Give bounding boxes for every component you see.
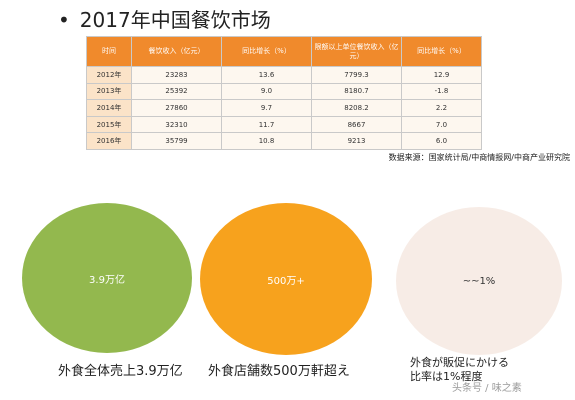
table-cell: 13.6 bbox=[221, 66, 312, 84]
table-cell: 2014年 bbox=[86, 99, 132, 117]
table-cell: 32310 bbox=[131, 115, 222, 134]
table-cell: 9.7 bbox=[221, 99, 312, 117]
table-cell: 8208.2 bbox=[311, 99, 402, 117]
table-header-row: 时间 餐饮收入（亿元） 同比增长（%） 限额以上单位餐饮收入（亿元） 同比增长（… bbox=[86, 36, 482, 67]
watermark-text: 头条号 / 味之素 bbox=[452, 383, 522, 394]
table-cell: 23283 bbox=[131, 66, 222, 84]
store-count-circle: 500万+ bbox=[200, 203, 372, 355]
store-count-caption: 外食店舗数500万軒超え bbox=[208, 364, 350, 379]
table-cell: 7.0 bbox=[401, 115, 482, 134]
promotion-caption-line1: 外食が販促にかける bbox=[410, 356, 509, 369]
promotion-caption-line2: 比率は1%程度 bbox=[410, 370, 483, 383]
table-cell: 12.9 bbox=[401, 66, 482, 84]
data-source-note: 数据来源：国家统计局/中商情报网/中商产业研究院 bbox=[388, 153, 570, 162]
table-header-cell: 同比增长（%） bbox=[221, 36, 312, 67]
table-cell: 27860 bbox=[131, 99, 222, 117]
table-cell: -1.8 bbox=[401, 82, 482, 101]
promotion-ratio-circle: ~~1% bbox=[396, 207, 562, 355]
promotion-ratio-label: ~~1% bbox=[462, 275, 496, 287]
table-row: 2015年 32310 11.7 8667 7.0 bbox=[86, 115, 482, 134]
table-cell: 11.7 bbox=[221, 115, 312, 134]
table-row: 2013年 25392 9.0 8180.7 -1.8 bbox=[86, 82, 482, 101]
store-count-label: 500万+ bbox=[267, 275, 305, 287]
title-bullet: • bbox=[58, 8, 70, 32]
table-cell: 9213 bbox=[311, 132, 402, 150]
table-row: 2016年 35799 10.8 9213 6.0 bbox=[86, 132, 482, 150]
table-cell: 8667 bbox=[311, 115, 402, 134]
table-cell: 10.8 bbox=[221, 132, 312, 150]
table-cell: 6.0 bbox=[401, 132, 482, 150]
table-cell: 2.2 bbox=[401, 99, 482, 117]
table-row: 2014年 27860 9.7 8208.2 2.2 bbox=[86, 99, 482, 117]
restaurant-revenue-table: 时间 餐饮收入（亿元） 同比增长（%） 限额以上单位餐饮收入（亿元） 同比增长（… bbox=[86, 36, 482, 150]
table-cell: 2013年 bbox=[86, 82, 132, 101]
market-size-label: 3.9万亿 bbox=[89, 274, 125, 286]
table-cell: 25392 bbox=[131, 82, 222, 101]
promotion-ratio-caption: 外食が販促にかける 比率は1%程度 bbox=[410, 356, 509, 384]
market-size-circle: 3.9万亿 bbox=[22, 203, 192, 353]
table-header-cell: 同比增长（%） bbox=[401, 36, 482, 67]
market-size-caption: 外食全体売上3.9万亿 bbox=[58, 364, 183, 379]
table-header-cell: 餐饮收入（亿元） bbox=[131, 36, 222, 67]
table-cell: 9.0 bbox=[221, 82, 312, 101]
table-row: 2012年 23283 13.6 7799.3 12.9 bbox=[86, 66, 482, 84]
table-cell: 8180.7 bbox=[311, 82, 402, 101]
table-cell: 2015年 bbox=[86, 115, 132, 134]
table-cell: 7799.3 bbox=[311, 66, 402, 84]
title-text: 2017年中国餐饮市场 bbox=[79, 8, 271, 32]
table-cell: 2016年 bbox=[86, 132, 132, 150]
table-cell: 2012年 bbox=[86, 66, 132, 84]
page-title: • 2017年中国餐饮市场 bbox=[58, 6, 271, 34]
table-header-cell: 限额以上单位餐饮收入（亿元） bbox=[311, 36, 402, 67]
table-header-cell: 时间 bbox=[86, 36, 132, 67]
table-cell: 35799 bbox=[131, 132, 222, 150]
